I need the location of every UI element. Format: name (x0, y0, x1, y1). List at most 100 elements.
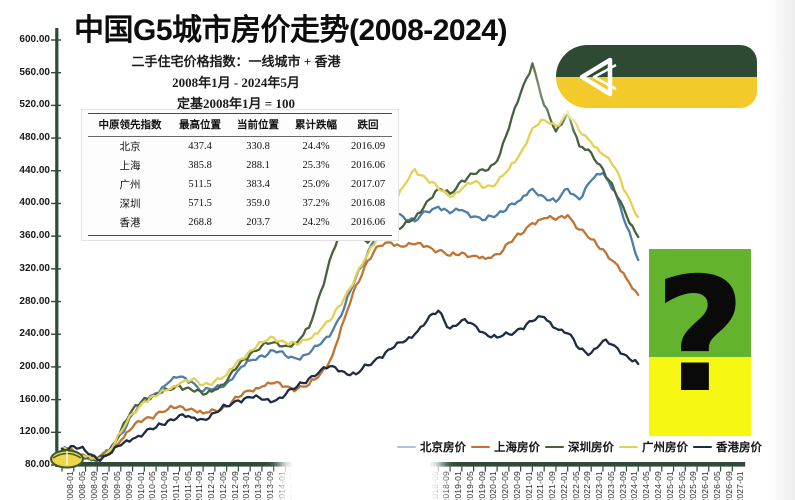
legend-item-1: 北京房价 (397, 439, 466, 455)
x-tick-mark (661, 466, 663, 472)
x-axis-tick-label: 2011-01 (171, 471, 181, 500)
x-axis-tick-text: 2020-09 (511, 471, 522, 500)
x-axis-tick-text: 2012-05 (217, 471, 228, 500)
x-axis-tick-label: 2025-09 (688, 471, 698, 500)
page-title: 中国G5城市房价走势(2008-2024) (74, 14, 507, 47)
x-axis-tick-label: 2009-01 (100, 471, 110, 500)
x-axis-tick-text: 2013-09 (264, 471, 275, 500)
table-cell: 511.5 (188, 179, 212, 190)
y-tick-mark (51, 431, 61, 434)
x-axis-tick-text: 2020-05 (500, 471, 511, 500)
x-axis-tick-text: 2008-05 (76, 471, 87, 500)
y-axis-tick-label: 400.00 (19, 197, 50, 209)
x-axis-tick-text: 2009-05 (112, 471, 123, 500)
table-cell: 24.4% (302, 141, 330, 152)
x-tick-mark (120, 466, 122, 472)
x-axis-tick-text: 2018-09 (441, 471, 452, 500)
x-tick-mark (625, 466, 628, 472)
legend-item-2: 上海房价 (471, 439, 540, 455)
table-header-cell: 中原领先指数 (88, 113, 172, 137)
x-tick-mark (190, 466, 192, 472)
series-line-2 (60, 213, 640, 461)
series-line-5 (60, 309, 640, 462)
x-tick-mark (73, 466, 75, 472)
x-tick-mark (143, 466, 145, 472)
y-axis-tick-label: 320.00 (19, 262, 50, 274)
x-tick-mark (96, 466, 98, 472)
x-axis-tick-label: 2021-09 (547, 471, 557, 500)
y-axis-tick-label: 520.00 (19, 99, 50, 111)
table-cell: 2016.06 (350, 160, 386, 171)
x-axis-tick-label: 2010-01 (136, 471, 146, 500)
x-axis-tick-label: 2026-01 (700, 471, 710, 500)
x-axis-tick-label: 2023-05 (606, 471, 616, 500)
x-axis-tick-label: 2012-01 (206, 471, 216, 500)
x-axis-tick-text: 2022-01 (558, 471, 569, 500)
x-axis-tick-label: 2025-01 (665, 471, 675, 500)
table-cell: 203.7 (228, 213, 288, 236)
table-cell: 571.5 (188, 198, 212, 209)
x-axis-tick-text: 2023-01 (594, 471, 605, 500)
legend-item-3: 深圳房价 (545, 439, 614, 455)
legend-item-5: 香港房价 (693, 439, 762, 455)
x-axis-tick-text: 2024-09 (653, 471, 663, 500)
x-tick-mark (202, 466, 204, 472)
table-header-cell: 最高位置 (172, 113, 228, 137)
x-axis-tick-label: 2009-09 (124, 471, 134, 500)
x-axis-tick-text: 2010-05 (147, 471, 158, 500)
x-axis-tick-label: 2014-01 (277, 471, 287, 500)
table-cell: 24.2% (288, 213, 344, 236)
x-axis-tick-label: 2010-09 (159, 471, 169, 500)
legend-label: 香港房价 (716, 442, 762, 454)
x-tick-mark (531, 466, 533, 472)
y-tick-mark (51, 235, 61, 237)
x-axis-tick-label: 2018-05 (430, 471, 440, 500)
table-cell: 383.4 (246, 179, 270, 190)
legend-item-4: 广州房价 (619, 439, 688, 455)
x-axis-tick-text: 2021-01 (523, 471, 534, 500)
y-axis-tick-label: 480.00 (19, 132, 50, 144)
stats-table-head: 中原领先指数 最高位置 当前位置 累计跌幅 跌回 (88, 113, 392, 137)
x-axis-tick-label: 2018-09 (441, 471, 451, 500)
table-cell: 上海 (119, 161, 141, 172)
question-overlay-bottom (649, 357, 751, 436)
x-axis-tick-label: 2008-05 (77, 471, 87, 500)
legend-line-swatch (545, 445, 564, 449)
x-axis-tick-text: 2026-05 (711, 471, 722, 500)
table-cell: 2016.09 (350, 141, 386, 152)
x-axis-tick-label: 2026-09 (724, 471, 734, 500)
y-axis-tick-label: 160.00 (19, 393, 50, 405)
x-axis-tick-text: 2013-05 (253, 471, 264, 500)
x-axis-tick-label: 2012-09 (230, 471, 240, 500)
x-axis-tick-label: 2022-09 (582, 471, 592, 500)
x-tick-mark (496, 466, 498, 472)
y-axis-tick-label: 360.00 (19, 230, 50, 242)
table-row: 香港 268.8 203.7 24.2% 2016.06 (88, 213, 392, 236)
x-tick-mark (249, 466, 251, 472)
x-tick-mark (61, 466, 63, 472)
x-tick-mark (696, 466, 698, 472)
y-axis-tick-label: 440.00 (19, 164, 50, 176)
x-axis-tick-label: 2023-01 (594, 471, 604, 500)
x-tick-mark (637, 466, 639, 472)
brand-logo (556, 45, 757, 108)
x-axis-tick-text: 2023-09 (617, 471, 628, 500)
table-header-row: 中原领先指数 最高位置 当前位置 累计跌幅 跌回 (88, 113, 392, 137)
x-axis-tick-label: 2022-05 (571, 471, 581, 500)
y-axis-tick-label: 120.00 (19, 426, 50, 438)
x-axis-tick-text: 2011-01 (170, 471, 181, 500)
y-tick-mark (51, 137, 61, 139)
x-axis-tick-text: 2025-05 (676, 471, 687, 500)
x-tick-mark (179, 466, 181, 472)
stats-table-box: 中原领先指数 最高位置 当前位置 累计跌幅 跌回 北京 437.4 330.8 24.4% 20… (82, 110, 398, 240)
x-axis-tick-text: 2009-01 (100, 471, 111, 500)
x-axis-tick-label: 2019-09 (477, 471, 487, 500)
x-axis-tick-label: 2021-05 (535, 471, 545, 500)
table-cell: 37.2% (302, 198, 330, 209)
x-tick-mark (167, 466, 169, 472)
x-tick-mark (555, 466, 557, 472)
x-axis-tick-text: 2026-09 (723, 471, 734, 500)
table-cell: 385.8 (188, 160, 212, 171)
x-axis-tick-text: 2023-05 (605, 471, 616, 500)
subtitle-line-2: 2008年1月 - 2024年5月 (172, 75, 300, 90)
